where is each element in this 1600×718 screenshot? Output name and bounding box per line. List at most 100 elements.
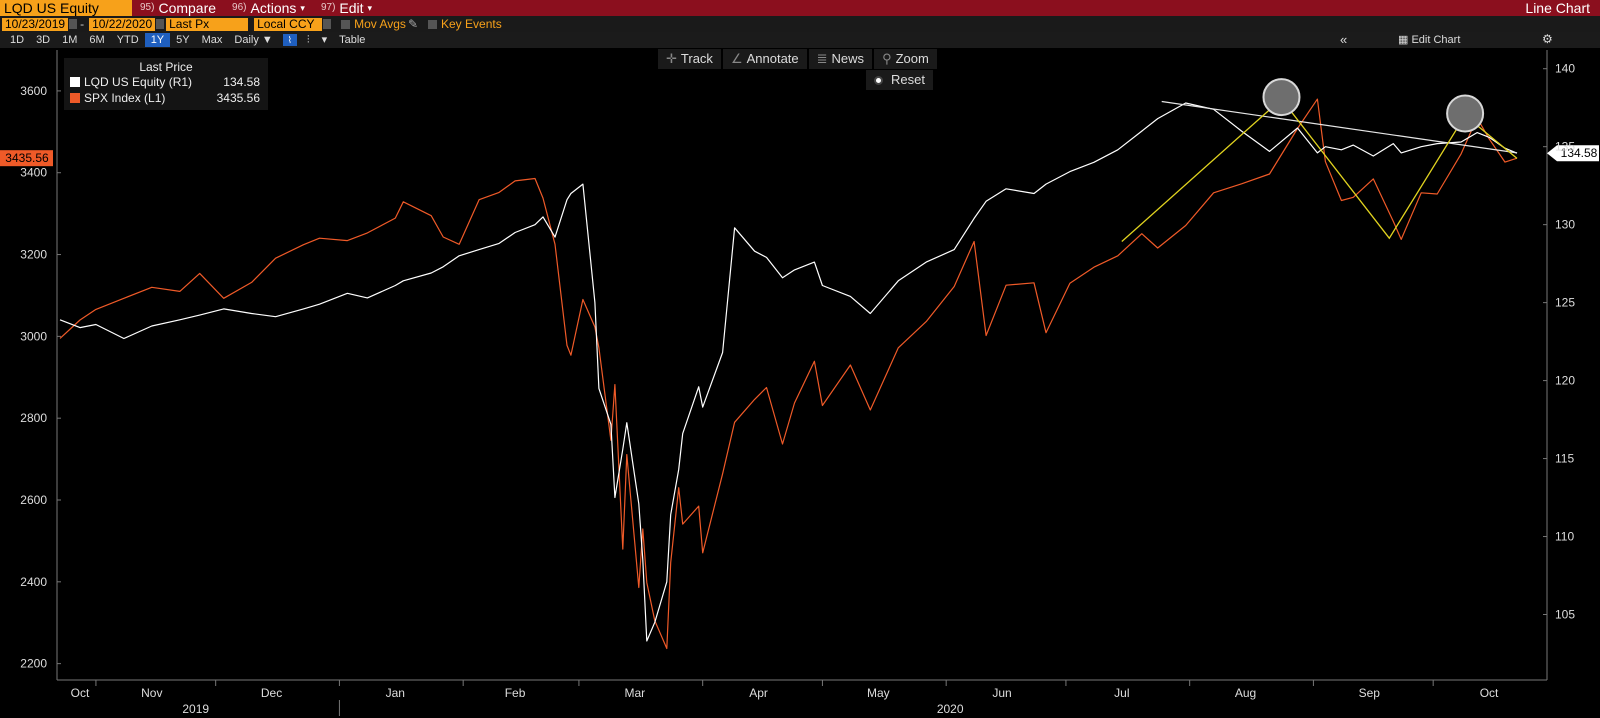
pattern-line [1121, 98, 1518, 242]
currency-field[interactable]: Local CCY [254, 17, 323, 31]
period-bar: 1D 3D 1M 6M YTD 1Y 5Y Max Daily ▼ ⌇ ⫶ ▾ … [0, 32, 1600, 48]
actions-caret-icon: ▾ [300, 3, 305, 13]
left-price-tag-text: 3435.56 [5, 151, 49, 165]
price-field[interactable]: Last Px [166, 17, 249, 31]
series-layer [59, 98, 1518, 650]
period-3d[interactable]: 3D [36, 34, 51, 46]
x-tick-label: Nov [141, 686, 162, 700]
ticker-field[interactable]: LQD US Equity [0, 0, 132, 16]
zoom-label: Zoom [895, 51, 929, 66]
key-events-checkbox[interactable] [428, 19, 437, 29]
gear-icon[interactable]: ⚙ [1542, 32, 1553, 46]
x-tick-label: Apr [749, 686, 768, 700]
edit-number: 97) [320, 2, 336, 13]
news-icon: ≣ [816, 51, 828, 66]
highlight-circle [1262, 78, 1301, 117]
end-date-field[interactable]: 10/22/2020 [89, 17, 156, 31]
x-tick-label: Jan [386, 686, 405, 700]
actions-label: Actions [250, 0, 297, 16]
legend-value-spx: 3435.56 [216, 91, 260, 105]
x-tick-label: Jun [992, 686, 1011, 700]
legend-swatch-lqd [70, 77, 80, 87]
chart-style-dropdown-icon[interactable]: ▾ [321, 34, 328, 46]
date-separator: - [80, 17, 85, 31]
right-price-tag [1547, 145, 1599, 162]
start-date-field[interactable]: 10/23/2019 [2, 17, 69, 31]
highlight-circle [1446, 94, 1485, 133]
news-label: News [831, 51, 865, 66]
series-line-lqd [59, 102, 1518, 642]
legend-value-lqd: 134.58 [223, 75, 260, 89]
mov-avgs-label[interactable]: Mov Avgs [354, 17, 406, 31]
legend-row-spx[interactable]: SPX Index (L1) 3435.56 [64, 90, 268, 106]
left-tick-label: 3400 [20, 166, 47, 180]
period-1y[interactable]: 1Y [144, 33, 171, 47]
zoom-button[interactable]: ⚲ Zoom [874, 49, 937, 69]
frequency-select[interactable]: Daily ▼ [234, 34, 273, 46]
year-label: 2020 [937, 702, 964, 716]
magnifier-icon: ⚲ [882, 51, 892, 66]
period-max[interactable]: Max [201, 34, 223, 46]
edit-menu[interactable]: 97) Edit ▾ [313, 0, 380, 16]
legend-swatch-spx [70, 93, 80, 103]
left-tick-label: 2800 [20, 411, 47, 425]
edit-label: Edit [339, 0, 364, 16]
edit-caret-icon: ▾ [367, 3, 373, 13]
left-tick-label: 2400 [20, 575, 47, 589]
edit-chart-label: Edit Chart [1411, 34, 1461, 46]
right-tick-label: 120 [1555, 374, 1575, 388]
line-chart-icon[interactable]: ⌇ [282, 34, 297, 46]
annotate-label: Annotate [746, 51, 799, 66]
right-price-tag-text: 134.58 [1561, 146, 1598, 160]
reset-button[interactable]: Reset [866, 70, 933, 90]
compare-menu[interactable]: 95) Compare [132, 0, 224, 16]
annotate-button[interactable]: ∠ Annotate [722, 49, 807, 69]
right-tick-label: 115 [1555, 452, 1574, 466]
table-button[interactable]: Table [339, 34, 366, 46]
period-1m[interactable]: 1M [62, 34, 78, 46]
left-tick-label: 2600 [20, 493, 47, 507]
chart-toolbar: ✛ Track ∠ Annotate ≣ News ⚲ Zoom [658, 49, 937, 69]
compare-label: Compare [158, 0, 217, 16]
left-tick-label: 3200 [20, 248, 47, 262]
x-tick-label: Mar [624, 686, 645, 700]
dropdown-icon[interactable] [323, 19, 332, 29]
track-label: Track [680, 51, 713, 66]
title-bar: LQD US Equity 95) Compare 96) Actions ▾ … [0, 0, 1600, 16]
left-tick-label: 3000 [20, 329, 47, 343]
right-tick-label: 125 [1555, 296, 1575, 310]
key-events-label[interactable]: Key Events [441, 17, 502, 31]
x-tick-label: Feb [505, 686, 526, 700]
chart-legend: Last Price LQD US Equity (R1) 134.58 SPX… [64, 58, 268, 110]
x-tick-label: Oct [1480, 686, 1499, 700]
period-6m[interactable]: 6M [89, 34, 105, 46]
radio-icon [874, 76, 883, 86]
bar-chart-icon[interactable]: ⫶ [306, 34, 310, 46]
actions-menu[interactable]: 96) Actions ▾ [224, 0, 313, 16]
actions-number: 96) [232, 2, 247, 13]
chart-type-label: Line Chart [1525, 0, 1590, 16]
legend-row-lqd[interactable]: LQD US Equity (R1) 134.58 [64, 74, 268, 90]
trend-line [1161, 100, 1518, 154]
track-button[interactable]: ✛ Track [658, 49, 721, 69]
series-line-spx [59, 98, 1518, 650]
right-tick-label: 135 [1555, 140, 1575, 154]
period-1d[interactable]: 1D [10, 34, 25, 46]
calendar-icon[interactable] [69, 19, 78, 29]
x-tick-label: Sep [1359, 686, 1381, 700]
annotation-layer: 3435.56 134.58 [0, 78, 1599, 242]
period-ytd[interactable]: YTD [116, 34, 139, 46]
edit-chart-icon: ▦ [1398, 34, 1409, 46]
mov-avgs-checkbox[interactable] [341, 19, 351, 29]
edit-chart-button[interactable]: ▦ Edit Chart [1398, 33, 1460, 46]
period-5y[interactable]: 5Y [176, 34, 190, 46]
pencil-icon[interactable]: ✎ [407, 17, 418, 31]
news-button[interactable]: ≣ News [808, 49, 873, 69]
collapse-icon[interactable]: « [1340, 32, 1348, 47]
calendar-icon[interactable] [156, 19, 165, 29]
reset-label: Reset [891, 72, 925, 87]
x-tick-label: Dec [261, 686, 282, 700]
x-tick-label: Jul [1114, 686, 1129, 700]
compare-number: 95) [140, 2, 155, 13]
